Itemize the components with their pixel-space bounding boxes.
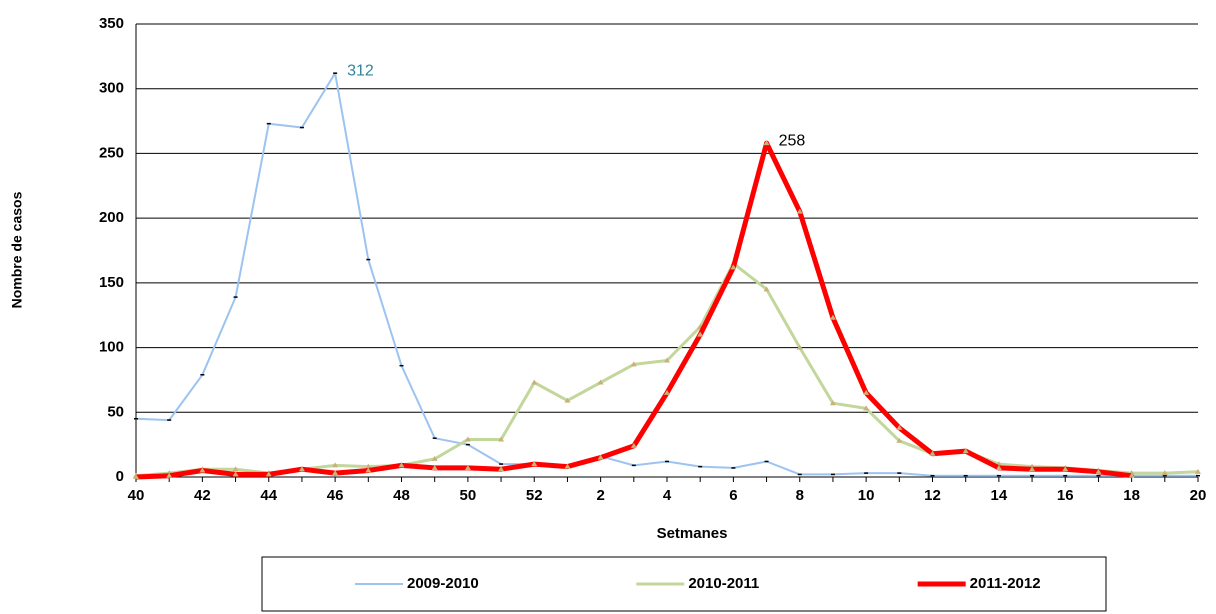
point-marker	[498, 466, 505, 472]
x-tick-label: 14	[991, 487, 1008, 504]
point-marker	[1161, 470, 1168, 476]
x-tick-label: 8	[796, 487, 804, 504]
series-line	[135, 261, 1199, 478]
x-tick-label: 16	[1057, 487, 1074, 504]
point-marker	[298, 466, 305, 472]
value-label: 312	[347, 62, 374, 79]
point-marker	[763, 140, 770, 146]
x-tick-label: 2	[596, 487, 604, 504]
point-marker	[464, 464, 471, 470]
x-tick-label: 20	[1190, 487, 1207, 504]
x-tick-label: 10	[858, 487, 875, 504]
point-marker	[398, 462, 405, 468]
point-marker	[664, 357, 670, 363]
point-marker	[166, 472, 173, 478]
point-marker	[896, 424, 903, 430]
x-tick-label: 50	[460, 487, 477, 504]
point-marker	[829, 314, 836, 320]
point-marker	[995, 464, 1002, 470]
y-tick-label: 250	[99, 144, 124, 161]
point-marker	[863, 389, 870, 395]
point-marker	[896, 437, 903, 443]
point-marker	[863, 405, 870, 411]
point-marker	[1029, 466, 1036, 472]
point-marker	[564, 397, 571, 403]
x-tick-label: 12	[924, 487, 941, 504]
point-marker	[597, 379, 604, 385]
point-marker	[232, 466, 239, 472]
legend-label: 2009-2010	[407, 575, 479, 592]
y-tick-label: 150	[99, 274, 124, 291]
y-tick-label: 300	[99, 80, 124, 97]
point-marker	[332, 462, 339, 468]
point-marker	[365, 463, 372, 469]
point-marker	[531, 461, 538, 467]
point-marker	[1195, 468, 1201, 474]
point-marker	[199, 467, 206, 473]
x-tick-label: 48	[393, 487, 410, 504]
series-line	[135, 140, 1132, 480]
x-tick-label: 6	[729, 487, 737, 504]
point-marker	[929, 450, 936, 456]
point-marker	[431, 464, 438, 470]
y-tick-label: 50	[107, 403, 124, 420]
point-marker	[1062, 466, 1069, 472]
point-marker	[133, 474, 139, 479]
point-marker	[431, 455, 438, 461]
series-line	[135, 72, 1198, 477]
point-marker	[332, 470, 339, 476]
x-tick-label: 44	[260, 487, 277, 504]
y-tick-label: 0	[116, 468, 124, 485]
x-tick-label: 42	[194, 487, 211, 504]
x-tick-label: 40	[128, 487, 145, 504]
point-marker	[265, 471, 272, 477]
point-marker	[796, 208, 803, 214]
x-tick-label: 4	[663, 487, 672, 504]
point-marker	[1128, 472, 1135, 478]
point-marker	[1095, 468, 1102, 474]
y-tick-label: 100	[99, 339, 124, 356]
x-tick-label: 52	[526, 487, 543, 504]
point-marker	[664, 389, 670, 395]
y-axis-label: Nombre de casos	[9, 191, 25, 308]
point-marker	[763, 286, 770, 292]
point-marker	[531, 379, 538, 385]
point-marker	[962, 448, 969, 454]
y-tick-label: 200	[99, 209, 124, 226]
point-marker	[597, 454, 604, 460]
point-marker	[232, 471, 239, 477]
point-marker	[730, 264, 737, 270]
point-marker	[829, 400, 836, 406]
point-marker	[365, 467, 372, 473]
y-tick-label: 350	[99, 15, 124, 32]
point-marker	[796, 344, 803, 350]
x-tick-label: 18	[1123, 487, 1140, 504]
legend-box	[261, 556, 1107, 612]
point-marker	[564, 463, 571, 469]
x-axis-label: Setmanes	[657, 525, 728, 542]
legend-label: 2010-2011	[688, 575, 759, 592]
point-marker	[464, 436, 471, 442]
legend-label: 2011-2012	[970, 575, 1041, 592]
x-tick-label: 46	[327, 487, 344, 504]
point-marker	[630, 361, 637, 367]
point-marker	[498, 436, 505, 442]
point-marker	[697, 331, 704, 337]
point-marker	[630, 442, 637, 448]
value-label: 258	[779, 132, 806, 149]
